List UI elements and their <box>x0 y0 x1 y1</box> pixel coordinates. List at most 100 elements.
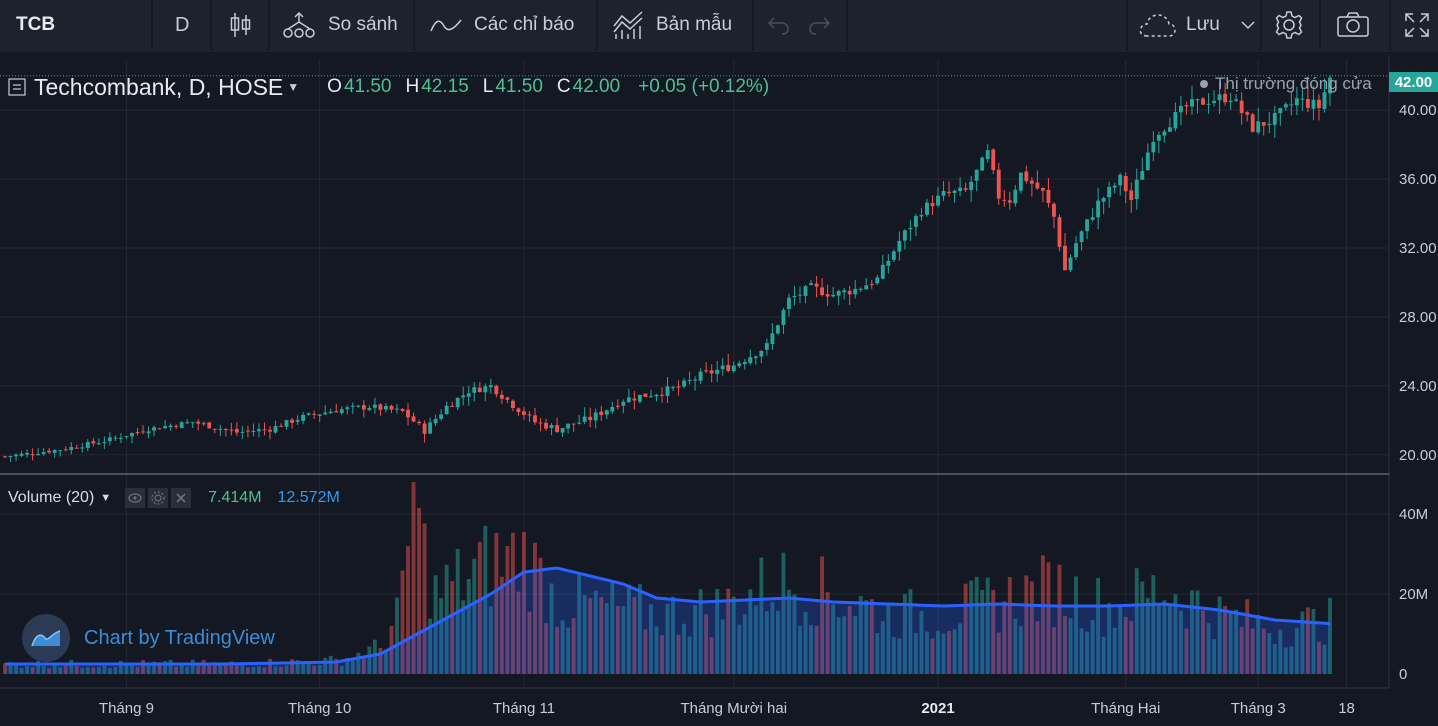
candle-body <box>58 450 63 452</box>
volume-bar <box>1223 606 1228 674</box>
low-value: 41.50 <box>495 76 543 97</box>
settings-button[interactable] <box>1274 0 1304 50</box>
candle-body <box>494 385 499 395</box>
candle-body <box>406 409 410 418</box>
candle-body <box>1328 77 1332 94</box>
candle-body <box>787 297 791 310</box>
candle-body <box>1118 174 1123 186</box>
candle-body <box>384 405 388 410</box>
price-tick-label: 40.00 <box>1399 102 1437 119</box>
volume-bar <box>1184 628 1189 674</box>
candle-body <box>168 425 173 428</box>
volume-bar <box>1101 636 1106 674</box>
candle-body <box>229 429 234 431</box>
volume-bar <box>483 525 488 674</box>
candle-body <box>1140 171 1145 180</box>
volume-bar <box>1201 610 1205 674</box>
candle-body <box>179 422 184 428</box>
volume-bar <box>36 661 41 674</box>
candle-body <box>411 416 416 422</box>
gear-icon[interactable] <box>148 488 169 508</box>
candle-body <box>781 310 786 325</box>
candle-body <box>566 423 571 429</box>
volume-title[interactable]: Volume (20) <box>8 489 95 506</box>
tradingview-watermark[interactable]: Chart by TradingView <box>22 614 275 662</box>
volume-bar <box>223 662 228 674</box>
volume-bar <box>361 658 366 674</box>
candle-body <box>643 393 648 397</box>
candle-body <box>538 422 543 424</box>
candle-body <box>626 397 631 403</box>
candle-body <box>350 405 355 407</box>
redo-icon <box>809 17 831 35</box>
candle-body <box>1013 189 1018 204</box>
indicators-button[interactable]: Các chỉ báo <box>430 0 574 50</box>
candle-body <box>731 365 736 372</box>
volume-bar <box>1035 621 1040 674</box>
save-layout-button[interactable]: Lưu <box>1138 0 1256 50</box>
candle-body <box>522 411 526 415</box>
candle-body <box>1046 190 1051 203</box>
candle-body <box>858 288 863 290</box>
symbol-search-button[interactable]: TCB <box>16 0 55 50</box>
volume-bar <box>649 604 653 674</box>
volume-bar <box>936 630 940 674</box>
chart-type-button[interactable] <box>228 0 252 50</box>
candle-body <box>516 408 521 413</box>
candle-body <box>682 380 686 387</box>
volume-bar <box>1085 631 1090 674</box>
candle-body <box>996 169 1001 199</box>
candle-body <box>980 157 985 171</box>
candle-body <box>1057 217 1062 247</box>
volume-bar <box>720 619 725 674</box>
symbol-title[interactable]: Techcombank, D, HOSE <box>34 73 284 100</box>
volume-bar <box>251 667 256 674</box>
volume-bar <box>632 597 637 674</box>
candle-body <box>814 283 819 287</box>
candle-body <box>124 436 129 438</box>
volume-bar <box>880 621 885 674</box>
candle-body <box>891 251 896 260</box>
candle-body <box>1212 100 1216 103</box>
volume-bar <box>593 590 598 674</box>
candle-body <box>1305 98 1310 108</box>
fullscreen-button[interactable] <box>1404 0 1430 50</box>
volume-bar <box>1261 628 1266 674</box>
volume-bar <box>472 558 477 674</box>
caret-down-icon[interactable]: ▼ <box>287 80 300 94</box>
candle-body <box>1145 152 1150 170</box>
caret-down-icon[interactable]: ▼ <box>100 492 112 504</box>
volume-bar <box>1129 621 1134 674</box>
eye-icon[interactable] <box>125 488 146 508</box>
undo-button[interactable] <box>766 0 790 50</box>
volume-bar <box>400 570 405 674</box>
volume-bar <box>604 602 609 674</box>
volume-bar <box>770 602 775 674</box>
interval-button[interactable]: D <box>175 0 189 50</box>
candle-body <box>257 429 261 432</box>
volume-bar <box>372 639 377 674</box>
collapse-icon[interactable] <box>8 78 26 96</box>
close-icon[interactable] <box>171 488 192 508</box>
volume-bar <box>516 591 521 674</box>
compare-button[interactable]: So sánh <box>282 0 398 50</box>
candle-body <box>582 416 587 422</box>
candle-body <box>1311 99 1316 109</box>
candle-body <box>604 410 609 415</box>
candle-body <box>14 454 18 457</box>
candle-body <box>361 405 366 410</box>
redo-button[interactable] <box>808 0 832 50</box>
snapshot-button[interactable] <box>1336 0 1370 50</box>
candle-body <box>1322 92 1327 109</box>
templates-button[interactable]: Bản mẫu <box>612 0 732 50</box>
time-tick-label: 18 <box>1338 700 1355 717</box>
volume-bar <box>168 659 173 674</box>
volume-bar <box>3 663 7 674</box>
candle-body <box>588 416 593 421</box>
candle-body <box>560 428 565 433</box>
candle-body <box>505 397 510 400</box>
volume-bar <box>196 664 201 674</box>
candle-body <box>306 413 311 415</box>
volume-bar <box>157 662 162 674</box>
